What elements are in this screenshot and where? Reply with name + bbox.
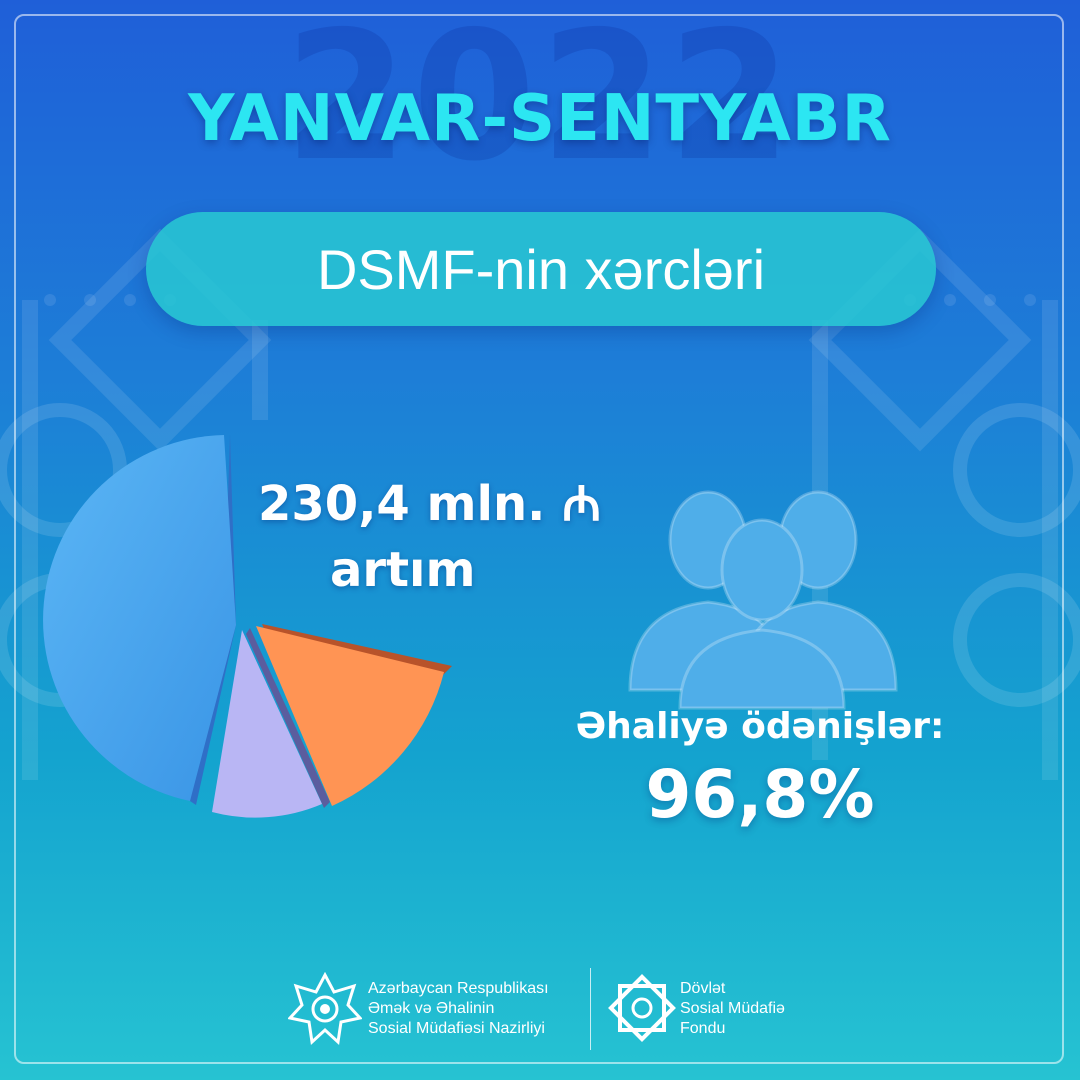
fund-line: Fondu — [680, 1020, 726, 1037]
footer-divider — [590, 968, 591, 1050]
ministry-star-emblem-icon — [288, 972, 362, 1046]
fund-name: Dövlət Sosial Müdafiə Fondu — [680, 979, 785, 1039]
year-watermark: 2022 — [284, 0, 796, 200]
ministry-line: Azərbaycan Respublikası — [368, 980, 549, 997]
increase-amount: 230,4 mln. ₼ — [258, 476, 602, 532]
pie-slice-blue — [43, 435, 236, 801]
ministry-line: Sosial Müdafiəsi Nazirliyi — [368, 1020, 545, 1037]
people-group-icon — [628, 490, 898, 710]
ministry-name: Azərbaycan Respublikası Əmək və Əhalinin… — [368, 979, 549, 1039]
increase-label: artım — [330, 542, 476, 598]
page-frame — [14, 14, 1064, 1064]
fund-line: Dövlət — [680, 980, 726, 997]
banner-title: DSMF-nin xərcləri — [316, 237, 766, 301]
payments-value: 96,8% — [645, 756, 875, 833]
ministry-line: Əmək və Əhalinin — [368, 1000, 495, 1017]
fund-emblem-icon — [608, 974, 676, 1042]
payments-label: Əhaliyə ödənişlər: — [575, 706, 945, 747]
pie-slice-lavender-edge — [246, 628, 330, 808]
pie-chart-icon — [43, 435, 452, 818]
pie-slice-orange — [256, 626, 444, 806]
banner-pill: DSMF-nin xərcləri — [146, 212, 936, 326]
fund-line: Sosial Müdafiə — [680, 1000, 785, 1017]
period-title: YANVAR-SENTYABR — [188, 82, 892, 156]
pie-slice-lavender — [212, 630, 322, 818]
